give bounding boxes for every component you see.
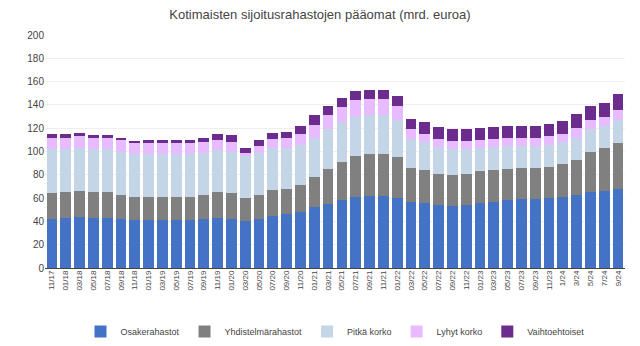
svg-text:01/20: 01/20	[227, 270, 236, 291]
svg-text:07/22: 07/22	[434, 270, 443, 291]
svg-text:05/22: 05/22	[420, 270, 429, 291]
svg-text:09/18: 09/18	[117, 270, 126, 291]
svg-text:01/21: 01/21	[310, 270, 319, 291]
svg-text:11/17: 11/17	[48, 270, 57, 290]
svg-text:0: 0	[38, 263, 44, 274]
svg-text:03/18: 03/18	[75, 270, 84, 291]
svg-text:03/21: 03/21	[324, 270, 333, 291]
svg-text:3/24: 3/24	[572, 270, 581, 286]
svg-text:11/20: 11/20	[296, 270, 305, 290]
svg-text:Yhdistelmärahastot: Yhdistelmärahastot	[225, 327, 303, 337]
svg-text:40: 40	[33, 216, 45, 227]
svg-text:09/23: 09/23	[531, 270, 540, 291]
svg-text:9/24: 9/24	[614, 270, 623, 286]
svg-text:03/23: 03/23	[489, 270, 498, 291]
svg-text:01/19: 01/19	[144, 270, 153, 291]
svg-text:160: 160	[27, 76, 44, 87]
svg-text:07/19: 07/19	[186, 270, 195, 291]
svg-text:05/19: 05/19	[172, 270, 181, 291]
svg-text:60: 60	[33, 193, 45, 204]
svg-text:Kotimaisten sijoitusrahastojen: Kotimaisten sijoitusrahastojen pääomat (…	[169, 7, 470, 22]
svg-text:140: 140	[27, 99, 44, 110]
svg-text:09/21: 09/21	[365, 270, 374, 291]
svg-text:200: 200	[27, 30, 44, 41]
svg-text:80: 80	[33, 169, 45, 180]
svg-text:20: 20	[33, 239, 45, 250]
svg-text:03/19: 03/19	[158, 270, 167, 291]
svg-text:07/23: 07/23	[517, 270, 526, 291]
svg-text:11/21: 11/21	[379, 270, 388, 290]
svg-text:01/22: 01/22	[393, 270, 402, 291]
svg-text:05/18: 05/18	[89, 270, 98, 291]
svg-text:01/18: 01/18	[61, 270, 70, 291]
svg-text:180: 180	[27, 53, 44, 64]
svg-text:11/19: 11/19	[213, 270, 222, 290]
svg-text:05/21: 05/21	[338, 270, 347, 291]
svg-text:Pitkä korko: Pitkä korko	[347, 327, 392, 337]
svg-text:09/20: 09/20	[282, 270, 291, 291]
svg-text:1/24: 1/24	[558, 270, 567, 286]
svg-text:07/18: 07/18	[103, 270, 112, 291]
svg-text:5/24: 5/24	[586, 270, 595, 286]
svg-text:Lyhyt korko: Lyhyt korko	[437, 327, 483, 337]
svg-text:09/19: 09/19	[199, 270, 208, 291]
svg-text:07/21: 07/21	[351, 270, 360, 291]
svg-text:03/20: 03/20	[241, 270, 250, 291]
svg-text:11/23: 11/23	[545, 270, 554, 290]
svg-text:Vaihtoehtoiset: Vaihtoehtoiset	[527, 327, 584, 337]
svg-text:05/20: 05/20	[255, 270, 264, 291]
svg-text:Osakerahastot: Osakerahastot	[121, 327, 180, 337]
svg-text:05/23: 05/23	[503, 270, 512, 291]
svg-text:7/24: 7/24	[600, 270, 609, 286]
svg-text:03/22: 03/22	[407, 270, 416, 291]
svg-text:11/22: 11/22	[462, 270, 471, 290]
svg-text:100: 100	[27, 146, 44, 157]
svg-text:11/18: 11/18	[130, 270, 139, 290]
svg-text:07/20: 07/20	[268, 270, 277, 291]
svg-text:01/23: 01/23	[476, 270, 485, 291]
svg-text:09/22: 09/22	[448, 270, 457, 291]
svg-text:120: 120	[27, 123, 44, 134]
